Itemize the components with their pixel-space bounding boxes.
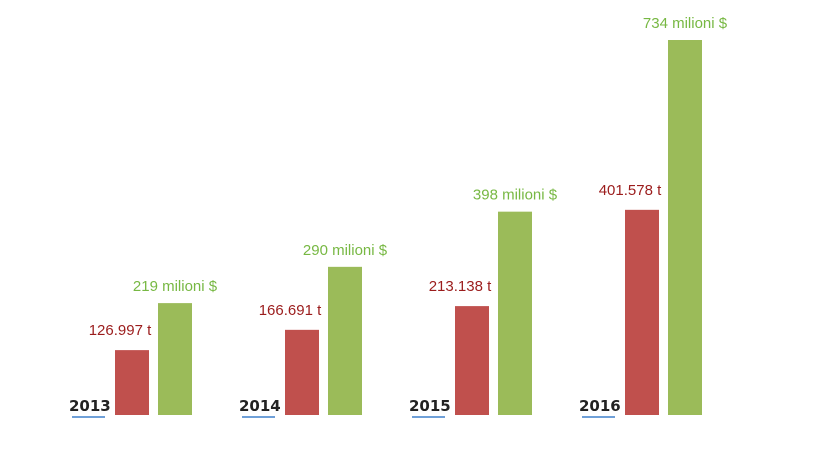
value-bar bbox=[668, 40, 702, 415]
tonnage-bar bbox=[625, 209, 659, 415]
tonnage-bar bbox=[455, 306, 489, 415]
data-label: 166.691 t bbox=[259, 302, 322, 319]
data-label: 401.578 t bbox=[599, 182, 662, 199]
value-bar bbox=[498, 211, 532, 415]
value-bar bbox=[328, 266, 362, 415]
year-label: 2014 bbox=[239, 397, 281, 415]
year-label: 2015 bbox=[409, 397, 451, 415]
data-label: 290 milioni $ bbox=[303, 242, 388, 259]
data-label: 734 milioni $ bbox=[643, 15, 728, 32]
value-bar bbox=[158, 303, 192, 415]
tonnage-bar bbox=[115, 350, 149, 415]
year-label: 2013 bbox=[69, 397, 111, 415]
data-label: 126.997 t bbox=[89, 322, 152, 339]
data-label: 219 milioni $ bbox=[133, 278, 218, 295]
tonnage-bar bbox=[285, 329, 319, 415]
year-label: 2016 bbox=[579, 397, 621, 415]
data-label: 213.138 t bbox=[429, 278, 492, 295]
data-label: 398 milioni $ bbox=[473, 187, 558, 204]
